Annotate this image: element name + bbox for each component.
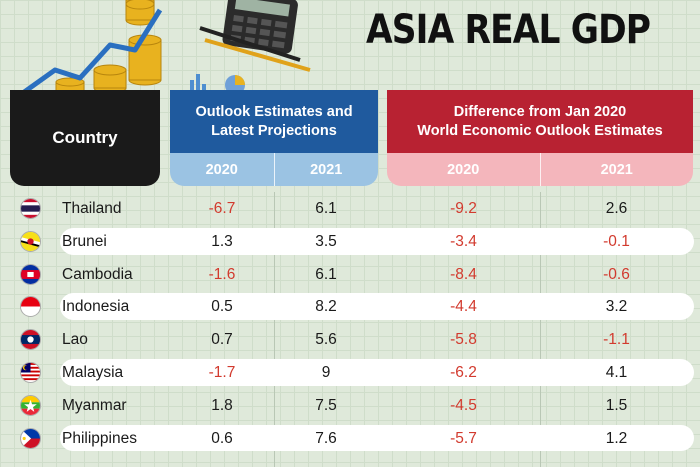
value-cell: 7.5 bbox=[315, 396, 337, 414]
value-cell: 1.8 bbox=[211, 396, 233, 414]
value-cell: -6.7 bbox=[208, 200, 236, 217]
myanmar-flag-icon bbox=[20, 394, 41, 416]
row-band bbox=[60, 227, 694, 255]
value-cell: 7.6 bbox=[315, 429, 337, 447]
table-row: Malaysia -1.7 9 -6.2 4.1 bbox=[0, 356, 700, 389]
value-cell: -4.5 bbox=[450, 396, 477, 414]
value-cell: 4.1 bbox=[605, 363, 628, 381]
row-band bbox=[60, 293, 694, 321]
value-cell: 0.5 bbox=[211, 298, 233, 316]
malaysia-flag-icon bbox=[20, 361, 41, 383]
outlook-2021-header: 2021 bbox=[273, 153, 379, 186]
philippines-flag-icon bbox=[20, 427, 41, 449]
country-header: Country bbox=[10, 90, 160, 186]
value-cell: 5.6 bbox=[315, 331, 337, 349]
country-name: Lao bbox=[62, 331, 88, 349]
country-name: Myanmar bbox=[62, 396, 127, 414]
value-cell: 1.2 bbox=[605, 429, 628, 447]
column-divider bbox=[540, 192, 541, 467]
difference-header-title: Difference from Jan 2020 World Economic … bbox=[387, 90, 693, 153]
lao-flag-icon bbox=[20, 329, 41, 351]
outlook-2020-header: 2020 bbox=[205, 161, 238, 178]
table-row: Brunei 1.3 3.5 -3.4 -0.1 bbox=[0, 225, 700, 258]
value-cell: 6.1 bbox=[315, 200, 337, 217]
value-cell: 1.3 bbox=[211, 232, 233, 250]
value-cell: -5.7 bbox=[450, 429, 477, 447]
page-title: ASIA REAL GDP bbox=[366, 7, 651, 53]
row-band bbox=[60, 358, 694, 386]
value-cell: 1.5 bbox=[605, 396, 628, 414]
value-cell: -1.6 bbox=[208, 265, 236, 283]
table-row: Lao 0.7 5.6 -5.8 -1.1 bbox=[0, 323, 700, 356]
country-name: Brunei bbox=[62, 232, 107, 250]
table-row: Myanmar 1.8 7.5 -4.5 1.5 bbox=[0, 389, 700, 422]
value-cell: 9 bbox=[321, 363, 331, 381]
row-band bbox=[60, 424, 694, 452]
table-row: Thailand -6.7 6.1 -9.2 2.6 bbox=[0, 192, 700, 225]
value-cell: -0.1 bbox=[603, 232, 630, 250]
thailand-flag-icon bbox=[20, 198, 41, 219]
country-name: Malaysia bbox=[62, 363, 124, 381]
value-cell: -8.4 bbox=[450, 265, 477, 283]
value-cell: -4.4 bbox=[450, 298, 477, 316]
value-cell: 2.6 bbox=[605, 200, 628, 217]
value-cell: -5.8 bbox=[450, 331, 477, 349]
value-cell: 0.7 bbox=[211, 331, 233, 349]
country-name: Philippines bbox=[62, 429, 137, 447]
value-cell: -1.1 bbox=[603, 331, 630, 349]
outlook-header-title: Outlook Estimates and Latest Projections bbox=[170, 90, 378, 153]
table-row: Indonesia 0.5 8.2 -4.4 3.2 bbox=[0, 290, 700, 323]
difference-2021-header: 2021 bbox=[539, 153, 694, 186]
value-cell: -0.6 bbox=[603, 265, 630, 283]
value-cell: 3.5 bbox=[315, 232, 337, 250]
value-cell: -9.2 bbox=[450, 200, 477, 217]
outlook-header: Outlook Estimates and Latest Projections… bbox=[170, 90, 378, 186]
value-cell: 0.6 bbox=[211, 429, 233, 447]
table-row: Cambodia -1.6 6.1 -8.4 -0.6 bbox=[0, 258, 700, 291]
value-cell: -1.7 bbox=[208, 363, 236, 381]
difference-2020-header: 2020 bbox=[447, 161, 480, 178]
difference-header: Difference from Jan 2020 World Economic … bbox=[387, 90, 693, 186]
value-cell: 6.1 bbox=[315, 265, 337, 283]
country-name: Thailand bbox=[62, 200, 122, 217]
value-cell: 8.2 bbox=[315, 298, 337, 316]
value-cell: -3.4 bbox=[450, 232, 477, 250]
value-cell: 3.2 bbox=[605, 298, 628, 316]
country-name: Indonesia bbox=[62, 298, 130, 316]
data-table: Thailand -6.7 6.1 -9.2 2.6 Brunei 1.3 3.5 -3.4 -0… bbox=[0, 192, 700, 454]
country-name: Cambodia bbox=[62, 265, 133, 283]
cambodia-flag-icon bbox=[20, 263, 41, 285]
brunei-flag-icon bbox=[20, 230, 41, 252]
indonesia-flag-icon bbox=[20, 296, 41, 318]
value-cell: -6.2 bbox=[450, 363, 477, 381]
column-divider bbox=[274, 192, 275, 467]
table-row: Philippines 0.6 7.6 -5.7 1.2 bbox=[0, 422, 700, 455]
finance-illustration bbox=[18, 0, 311, 98]
